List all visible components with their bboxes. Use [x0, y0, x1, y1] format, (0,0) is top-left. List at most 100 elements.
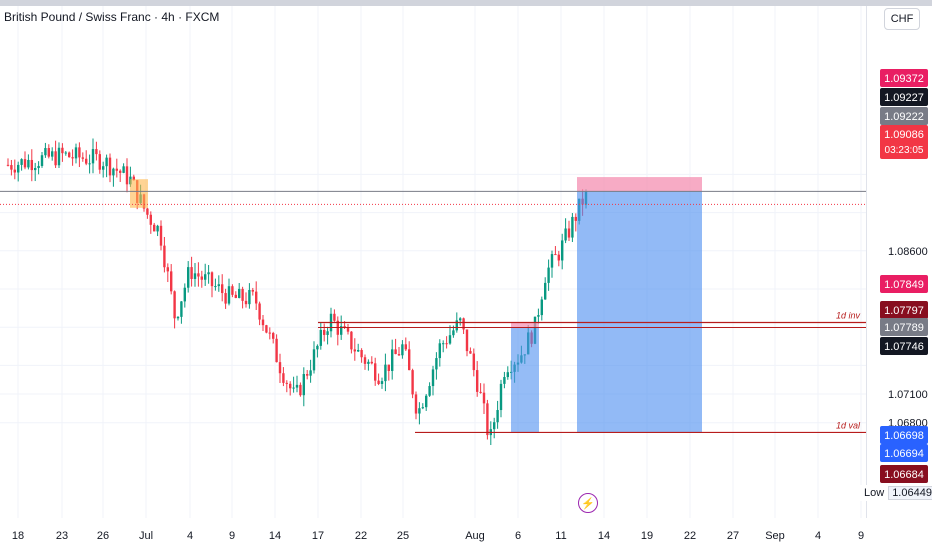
candle-body — [574, 216, 577, 221]
candle-body — [241, 288, 244, 301]
candle-body — [207, 272, 210, 275]
candle-body — [455, 320, 458, 331]
price-label-box — [880, 88, 928, 106]
candle-body — [428, 386, 431, 396]
candle-body — [431, 369, 435, 387]
candle-body — [306, 374, 309, 376]
candle-body — [499, 383, 503, 411]
candle-body — [561, 240, 564, 261]
candle-body — [88, 163, 91, 165]
candle-body — [54, 151, 57, 166]
candle-body — [227, 286, 231, 304]
candle-body — [132, 176, 135, 181]
candle-body — [34, 168, 37, 171]
low-price-label: Low 1.06449 — [860, 485, 932, 501]
symbol-title[interactable]: British Pound / Swiss Franc · 4h · FXCM — [4, 10, 220, 24]
candle-body — [302, 374, 305, 396]
candle-body — [374, 363, 377, 381]
candle-body — [482, 392, 486, 404]
candle-body — [557, 254, 560, 261]
candle-body — [418, 408, 421, 414]
level-label: 1d inv — [836, 311, 861, 321]
candle-body — [323, 329, 326, 335]
candle-body — [472, 353, 475, 371]
candle-body — [10, 165, 13, 170]
candle-body — [452, 330, 455, 336]
x-tick-label: 17 — [312, 530, 324, 542]
candle-body — [476, 370, 479, 392]
position-2-target-zone — [577, 191, 702, 433]
x-tick-label: Jul — [139, 530, 153, 542]
candle-body — [51, 151, 54, 157]
price-label-text: 1.07849 — [884, 279, 924, 291]
x-tick-label: 22 — [684, 530, 696, 542]
candle-body — [125, 166, 129, 185]
x-tick-label: 19 — [641, 530, 653, 542]
candle-body — [156, 225, 159, 232]
highlight-box — [130, 179, 148, 208]
candle-body — [442, 343, 445, 345]
candle-body — [170, 271, 173, 292]
candle-body — [408, 349, 411, 371]
candle-body — [554, 254, 557, 256]
candle-body — [268, 332, 271, 334]
price-label-text: 1.07789 — [884, 322, 924, 334]
candle-body — [98, 154, 101, 170]
top-border — [0, 0, 932, 6]
candle-body — [224, 293, 227, 304]
candle-body — [68, 152, 71, 158]
candle-body — [200, 276, 203, 280]
candle-body — [146, 208, 149, 215]
candle-body — [506, 372, 509, 378]
price-label-text: 1.07797 — [884, 305, 924, 317]
candle-body — [23, 159, 27, 168]
candle-body — [204, 274, 207, 280]
candle-body — [540, 299, 543, 316]
candle-body — [210, 272, 214, 287]
price-label-box — [880, 301, 928, 319]
candle-body — [326, 331, 329, 335]
candle-body — [357, 349, 360, 352]
candle-body — [493, 422, 496, 430]
candle-body — [176, 316, 180, 319]
candle-body — [102, 166, 105, 170]
candle-body — [74, 147, 78, 159]
candle-body — [384, 364, 387, 382]
currency-button[interactable]: CHF — [884, 8, 920, 30]
price-label-box — [880, 465, 928, 483]
candle-body — [391, 349, 394, 371]
candle-body — [159, 225, 163, 246]
candle-body — [544, 282, 547, 300]
lightning-icon[interactable]: ⚡ — [578, 493, 598, 513]
candle-body — [95, 149, 98, 155]
candle-body — [197, 273, 200, 277]
candle-body — [411, 370, 414, 395]
candle-body — [380, 381, 384, 384]
x-tick-label: 4 — [815, 530, 821, 542]
candle-body — [479, 391, 482, 393]
price-label-box — [880, 318, 928, 336]
candle-body — [108, 157, 112, 176]
price-label-text: 1.07746 — [884, 341, 924, 353]
candle-body — [265, 325, 268, 333]
x-tick-label: 14 — [598, 530, 610, 542]
candle-body — [217, 284, 220, 287]
candle-body — [187, 267, 190, 288]
candle-body — [81, 157, 84, 159]
candle-body — [37, 165, 40, 169]
candle-body — [299, 384, 302, 396]
candle-body — [346, 327, 350, 332]
candle-body — [40, 155, 44, 166]
candle-body — [316, 345, 319, 350]
candle-body — [13, 169, 16, 173]
candle-body — [57, 147, 61, 166]
candle-body — [30, 159, 33, 171]
position-1-stop-zone — [511, 322, 539, 328]
candle-body — [486, 403, 489, 436]
candle-body — [190, 267, 193, 279]
candle-body — [414, 394, 418, 414]
candle-body — [105, 157, 108, 167]
x-tick-label: 11 — [555, 530, 566, 542]
candle-body — [91, 149, 95, 164]
